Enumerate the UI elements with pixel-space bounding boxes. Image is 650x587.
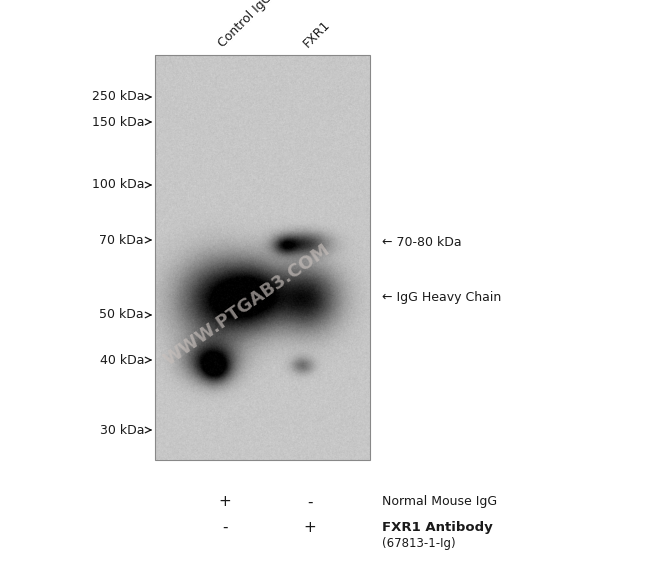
Text: +: + <box>218 494 231 510</box>
Text: FXR1: FXR1 <box>301 18 333 50</box>
Text: 50 kDa: 50 kDa <box>99 309 144 322</box>
Text: 40 kDa: 40 kDa <box>99 353 144 366</box>
Text: -: - <box>307 494 313 510</box>
Text: (67813-1-Ig): (67813-1-Ig) <box>382 537 456 549</box>
Text: +: + <box>304 519 317 535</box>
Text: FXR1 Antibody: FXR1 Antibody <box>382 521 493 534</box>
Text: 30 kDa: 30 kDa <box>99 423 144 437</box>
Bar <box>155 55 370 460</box>
Text: 150 kDa: 150 kDa <box>92 116 144 129</box>
Text: Control IgG: Control IgG <box>216 0 275 50</box>
Text: ← IgG Heavy Chain: ← IgG Heavy Chain <box>382 292 501 305</box>
Text: WWW.PTGAB3.COM: WWW.PTGAB3.COM <box>161 241 333 370</box>
Text: 70 kDa: 70 kDa <box>99 234 144 247</box>
Text: ← 70-80 kDa: ← 70-80 kDa <box>382 237 462 249</box>
Text: -: - <box>222 519 227 535</box>
Text: 100 kDa: 100 kDa <box>92 178 144 191</box>
Text: 250 kDa: 250 kDa <box>92 90 144 103</box>
Text: Normal Mouse IgG: Normal Mouse IgG <box>382 495 497 508</box>
